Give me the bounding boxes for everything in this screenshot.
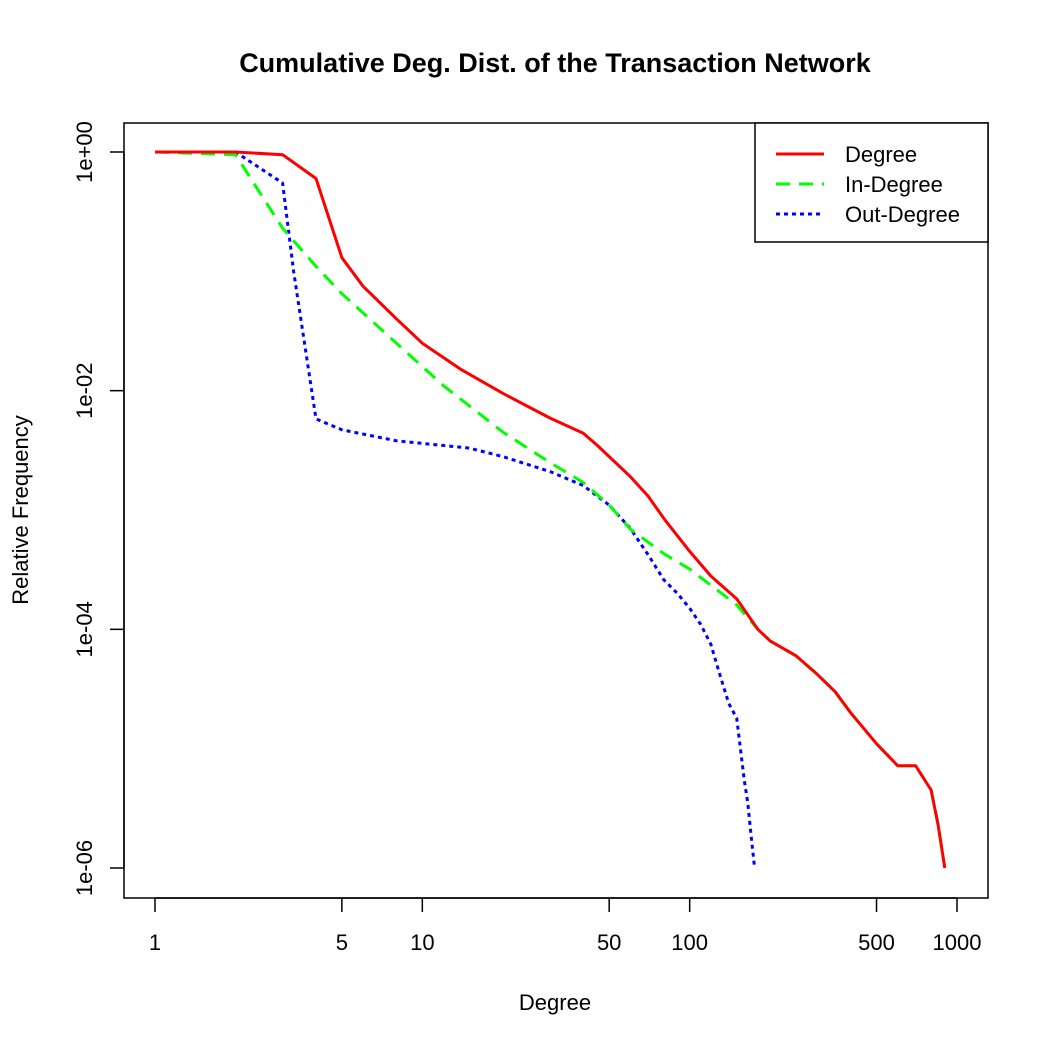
series-line-out-degree [155,150,757,869]
y-tick-label: 1e-04 [72,601,97,657]
x-tick-label: 10 [410,930,434,955]
x-tick-label: 50 [597,930,621,955]
y-tick-label: 1e+00 [72,121,97,183]
series-line-degree [155,150,947,869]
y-tick-label: 1e-02 [72,363,97,419]
x-tick-label: 500 [858,930,895,955]
x-axis: 1 5 10 50 100 500 1000 [149,897,982,955]
x-tick-label: 100 [671,930,708,955]
series-line-in-degree [154,150,947,869]
y-axis-label: Relative Frequency [8,415,33,605]
x-axis-label: Degree [519,990,591,1015]
y-axis: 1e+00 1e-02 1e-04 1e-06 [72,121,125,896]
legend-label: In-Degree [845,172,943,197]
x-tick-label: 5 [336,930,348,955]
legend: Degree In-Degree Out-Degree [754,122,989,243]
x-tick-label: 1000 [933,930,982,955]
legend-box [754,122,989,243]
x-tick-label: 1 [149,930,161,955]
legend-label: Out-Degree [845,202,960,227]
series-layer [154,150,947,869]
legend-label: Degree [845,142,917,167]
chart-title: Cumulative Deg. Dist. of the Transaction… [239,48,872,78]
y-tick-label: 1e-06 [72,840,97,896]
